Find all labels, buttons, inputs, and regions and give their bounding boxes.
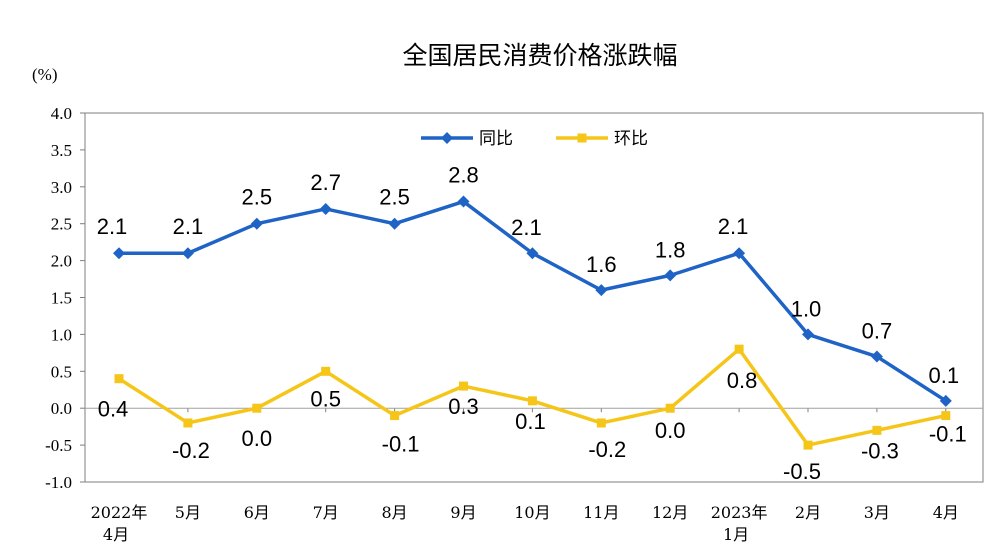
data-label: 2.5 — [242, 185, 273, 210]
data-point — [457, 195, 470, 208]
data-label: -0.2 — [172, 438, 210, 463]
data-point — [319, 202, 332, 215]
data-point — [664, 269, 677, 282]
data-point — [526, 247, 539, 260]
legend-marker — [441, 132, 453, 144]
y-tick-label: 3.5 — [51, 141, 72, 160]
data-label: 0.3 — [448, 394, 479, 419]
data-label: 2.1 — [718, 214, 749, 239]
x-tick-label: 6月 — [244, 503, 270, 522]
data-label: 0.4 — [98, 397, 129, 422]
data-point — [390, 411, 400, 421]
data-point — [181, 247, 194, 260]
y-axis-unit-label: (%) — [32, 65, 57, 84]
y-tick-label: 4.0 — [51, 104, 72, 123]
y-tick-label: -1.0 — [45, 473, 72, 492]
data-point — [802, 328, 814, 341]
data-label: -0.1 — [382, 432, 420, 457]
data-label: 0.5 — [310, 386, 341, 411]
data-point — [596, 418, 606, 428]
data-label: -0.3 — [861, 438, 899, 463]
data-point — [321, 366, 331, 376]
x-tick-label: 8月 — [382, 503, 408, 522]
x-tick-label: 2022年 — [91, 503, 148, 522]
data-label: 2.8 — [448, 163, 479, 188]
data-point — [941, 411, 951, 421]
data-point — [939, 394, 952, 407]
x-tick-label: 1月 — [723, 525, 749, 544]
data-point — [734, 344, 744, 354]
y-tick-label: 0.5 — [51, 362, 72, 381]
x-tick-label: 9月 — [450, 503, 476, 522]
y-tick-label: 3.0 — [51, 178, 72, 197]
data-label: -0.1 — [929, 422, 967, 447]
x-tick-label: 5月 — [175, 503, 201, 522]
data-point — [183, 418, 193, 428]
x-tick-label: 7月 — [313, 503, 339, 522]
data-label: 1.6 — [586, 252, 617, 277]
data-label: -0.5 — [783, 459, 821, 484]
x-tick-label: 4月 — [103, 525, 129, 544]
data-label: 2.1 — [173, 214, 204, 239]
data-label: 0.0 — [242, 426, 273, 451]
data-label: -0.2 — [588, 437, 626, 462]
data-point — [872, 425, 882, 435]
x-tick-label: 12月 — [652, 503, 688, 522]
legend: 同比 环比 — [421, 129, 648, 149]
y-tick-label: -0.5 — [45, 436, 72, 455]
legend-marker — [577, 133, 587, 143]
data-labels: 2.1 2.1 2.5 2.7 2.5 2.8 2.1 1.6 1.8 2.1 1.0 0.7 0.1 0… — [97, 163, 967, 485]
y-tick-label: 2.0 — [51, 252, 72, 271]
y-tick-label: 0.0 — [51, 399, 72, 418]
data-point — [250, 217, 263, 230]
data-point — [803, 440, 813, 450]
data-point — [665, 403, 675, 413]
data-label: 0.1 — [515, 409, 546, 434]
x-tick-label: 10月 — [514, 503, 550, 522]
legend-label: 同比 — [479, 129, 513, 149]
y-tick-label: 1.0 — [51, 325, 72, 344]
data-label: 2.7 — [310, 170, 341, 195]
data-label: 2.1 — [511, 215, 542, 240]
legend-label: 环比 — [614, 129, 648, 149]
data-point — [527, 396, 537, 406]
data-point — [595, 284, 608, 297]
data-label: 1.8 — [655, 237, 686, 262]
y-tick-label: 1.5 — [51, 289, 72, 308]
data-point — [870, 350, 883, 363]
data-label: 2.1 — [97, 214, 128, 239]
data-point — [114, 374, 124, 384]
x-tick-label: 3月 — [864, 503, 890, 522]
data-point — [113, 247, 125, 260]
x-axis: 2022年 4月 5月 6月 7月 8月 9月 10月 11月 12月 2023年 1月 2月 3月 4月 — [85, 407, 983, 544]
data-point — [252, 403, 262, 413]
x-tick-label: 2月 — [795, 503, 821, 522]
data-point — [459, 381, 468, 391]
data-point — [388, 217, 401, 230]
x-tick-label: 2023年 — [711, 503, 768, 522]
data-label: 0.0 — [655, 418, 686, 443]
data-point — [733, 247, 746, 260]
series-group — [113, 195, 952, 450]
chart-title: 全国居民消费价格涨跌幅 — [402, 41, 677, 70]
y-axis: 4.0 3.5 3.0 2.5 2.0 1.5 1.0 0.5 0.0 -0.5 -1.0 — [45, 104, 85, 492]
data-label: 0.7 — [862, 319, 893, 344]
y-tick-label: 2.5 — [51, 215, 72, 234]
x-tick-label: 11月 — [583, 503, 619, 522]
data-label: 1.0 — [791, 296, 822, 321]
data-label: 0.1 — [929, 363, 960, 388]
data-label: 2.5 — [379, 185, 410, 210]
data-label: 0.8 — [727, 368, 758, 393]
x-tick-label: 4月 — [933, 503, 959, 522]
